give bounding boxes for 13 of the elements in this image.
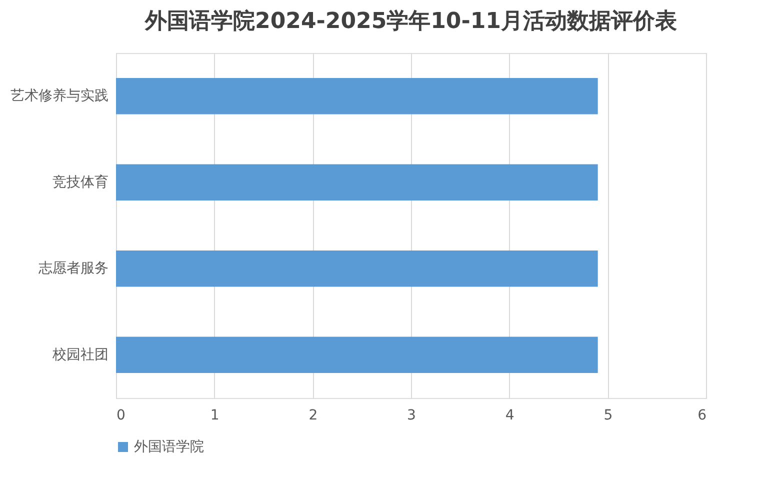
y-tick-label: 竞技体育 <box>52 173 108 190</box>
x-tick-label: 5 <box>604 408 613 424</box>
x-tick-label: 1 <box>210 408 220 424</box>
x-tick-label: 2 <box>308 408 318 424</box>
y-tick-label: 志愿者服务 <box>38 260 108 277</box>
y-tick-label: 艺术修养与实践 <box>10 88 108 104</box>
x-tick-label: 4 <box>505 408 514 424</box>
legend-label: 外国语学院 <box>134 439 204 455</box>
x-tick-label: 6 <box>698 408 707 424</box>
chart-title: 外国语学院2024-2025学年10-11月活动数据评价表 <box>144 9 677 34</box>
x-tick-label: 3 <box>407 408 416 424</box>
x-tick-label: 0 <box>116 408 126 424</box>
y-tick-label: 校园社团 <box>52 346 108 363</box>
